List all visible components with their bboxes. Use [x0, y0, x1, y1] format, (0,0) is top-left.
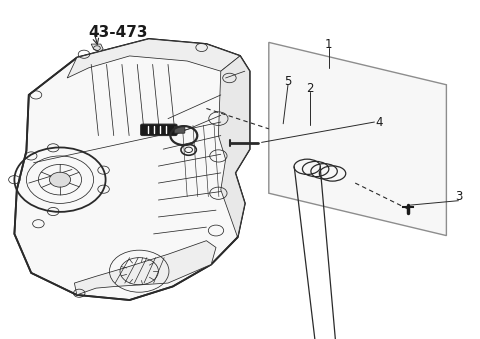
Polygon shape	[74, 241, 216, 295]
Text: 4: 4	[375, 116, 383, 128]
Text: 3: 3	[455, 190, 462, 203]
Polygon shape	[14, 39, 250, 300]
Text: 5: 5	[284, 75, 292, 88]
FancyBboxPatch shape	[141, 124, 177, 136]
Text: 2: 2	[306, 82, 313, 95]
Polygon shape	[91, 44, 103, 52]
FancyBboxPatch shape	[174, 126, 185, 133]
Polygon shape	[218, 56, 250, 237]
Polygon shape	[67, 39, 240, 78]
Polygon shape	[269, 42, 446, 236]
Text: 43-473: 43-473	[88, 25, 147, 40]
Text: 1: 1	[325, 38, 333, 51]
Circle shape	[49, 172, 71, 187]
